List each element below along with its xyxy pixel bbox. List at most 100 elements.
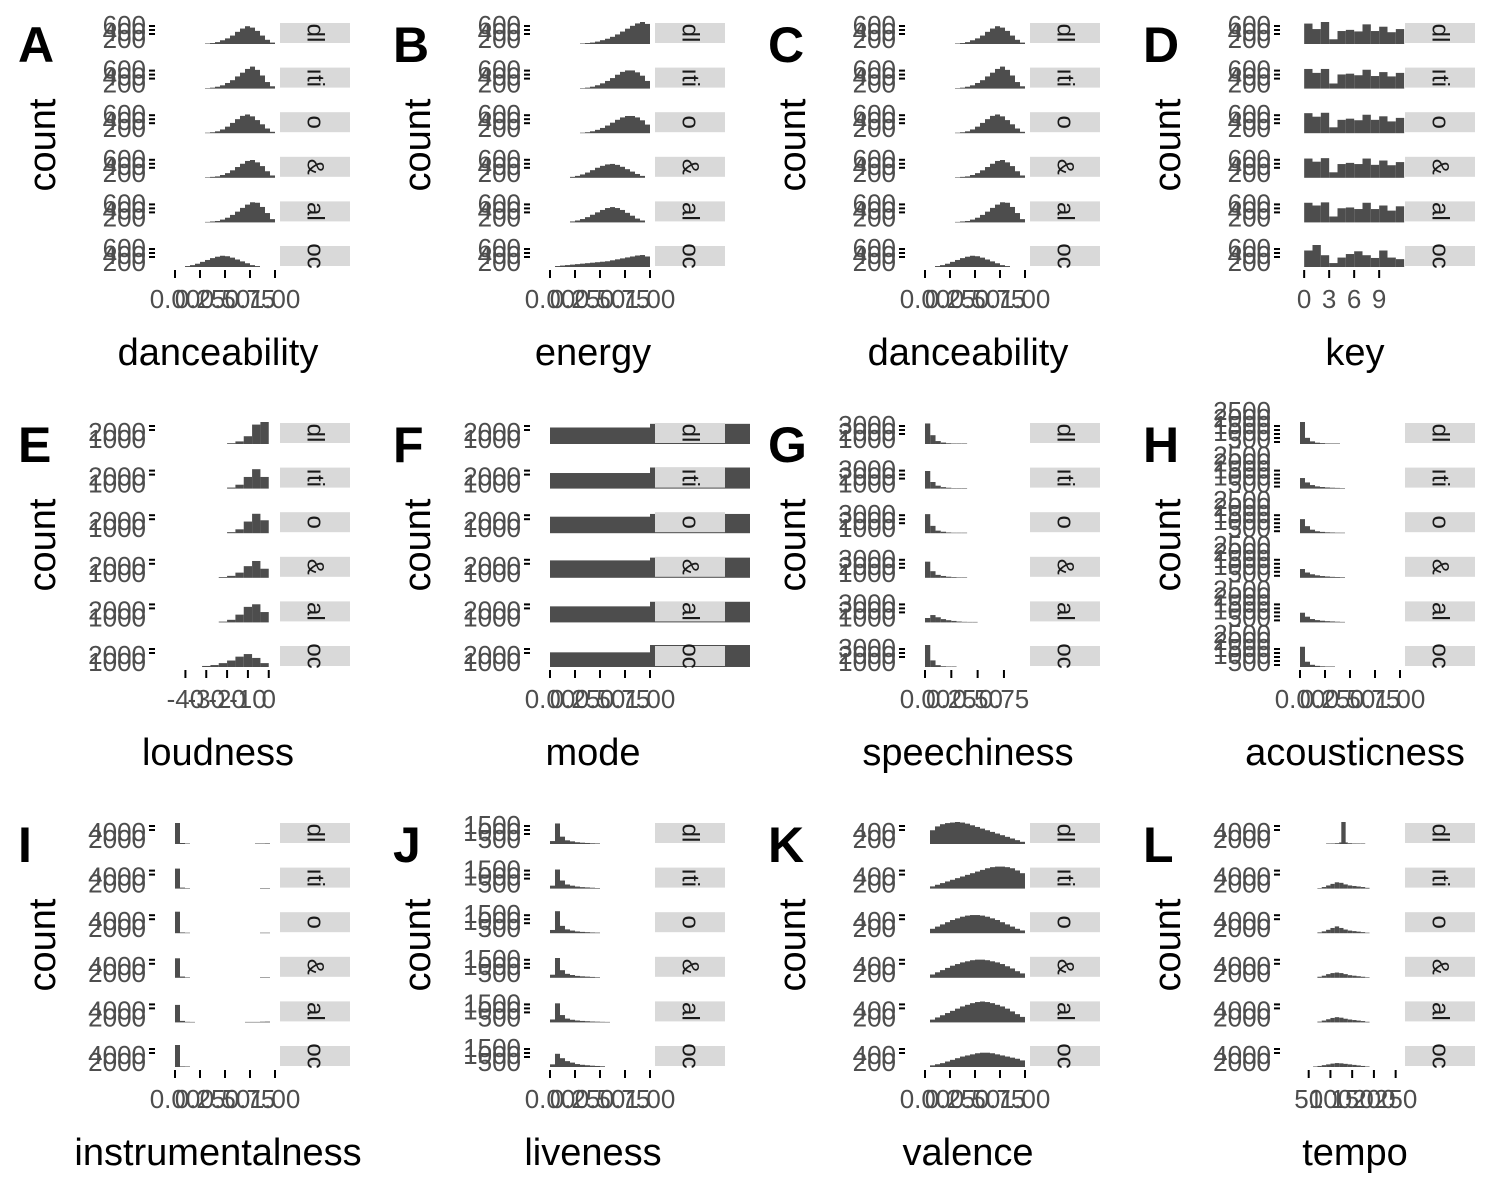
histogram-bar [252, 424, 261, 444]
y-tick-label: 1000 [1213, 595, 1271, 625]
histogram-bar [1320, 666, 1325, 667]
facet-strip [1405, 246, 1475, 266]
histogram-bar [595, 85, 600, 89]
histogram-bar [615, 34, 620, 44]
histogram-bar [580, 1064, 585, 1067]
panel-letter: I [18, 817, 32, 873]
histogram-bar [1020, 175, 1025, 178]
x-tick-label: 0.75 [979, 684, 1030, 714]
histogram-bar [260, 612, 269, 623]
histogram-bar [250, 1021, 255, 1023]
histogram-bar [255, 162, 260, 178]
histogram-bar [960, 1056, 965, 1067]
facet-strip [655, 23, 725, 43]
histogram-bar [950, 261, 955, 267]
histogram-bar [935, 972, 940, 978]
histogram-bar [620, 31, 625, 44]
histogram-bar [940, 1015, 945, 1023]
histogram-bar [1365, 932, 1370, 934]
histogram-bar [1347, 930, 1353, 934]
y-tick-label: 500 [478, 824, 521, 854]
histogram-bar [560, 925, 565, 934]
y-tick-label: 2000 [838, 506, 896, 536]
histogram-bar [600, 1066, 605, 1067]
histogram-bar [240, 115, 245, 134]
y-tick-label: 500 [478, 1047, 521, 1077]
y-axis-label: count [1147, 898, 1189, 991]
y-tick-label: 400 [103, 240, 146, 270]
histogram-bar [1330, 621, 1335, 623]
histogram-bar [1335, 443, 1340, 444]
histogram-bar [235, 656, 244, 667]
facet-strip-label: dl [1427, 24, 1454, 43]
histogram-bar [1000, 835, 1005, 844]
histogram-bar [1300, 478, 1305, 489]
histogram-bar [185, 977, 190, 978]
histogram-bar [930, 830, 935, 844]
histogram-bar [235, 614, 244, 623]
x-tick-label: 0 [1297, 284, 1311, 314]
histogram-bar [205, 259, 210, 267]
x-tick-label: 9 [1372, 284, 1386, 314]
histogram-bar [1352, 1064, 1357, 1067]
histogram-bar [565, 929, 570, 934]
facet-strip-label: al [677, 602, 704, 621]
facet-strip [1405, 512, 1475, 533]
histogram-bar [243, 521, 253, 534]
y-tick-label: 600 [478, 233, 521, 263]
histogram-bar [575, 175, 580, 178]
histogram-bar [600, 165, 605, 178]
histogram-bar [970, 873, 975, 889]
histogram-bar [185, 888, 190, 889]
histogram-bar [1000, 27, 1005, 44]
histogram-bar [1345, 29, 1355, 44]
histogram-bar [1300, 519, 1305, 534]
y-tick-label: 2000 [88, 551, 146, 581]
histogram-bar [605, 38, 610, 44]
facet-strip-label: & [1052, 959, 1079, 975]
histogram-bar [1325, 443, 1330, 444]
histogram-bar [995, 1004, 1000, 1023]
y-tick-label: 400 [853, 17, 896, 47]
y-tick-label: 2000 [463, 640, 521, 670]
x-axis-label: loudness [142, 732, 294, 774]
histogram-bar [985, 960, 990, 978]
histogram-bar [215, 256, 220, 267]
histogram-bar [240, 163, 245, 178]
facet-strip [1030, 912, 1100, 933]
y-tick-label: 600 [1228, 144, 1271, 174]
y-axis-label: count [1147, 98, 1189, 191]
facet-strip [280, 201, 350, 222]
histogram-bar [575, 886, 580, 889]
y-tick-label: 2000 [838, 417, 896, 447]
y-tick-label: 200 [853, 113, 896, 143]
histogram-bar [1343, 884, 1348, 889]
histogram-bar [1330, 883, 1335, 889]
y-tick-label: 2000 [1213, 626, 1271, 656]
histogram-bar [220, 219, 225, 223]
histogram-bar [595, 167, 600, 178]
histogram-bar [960, 176, 965, 178]
histogram-bar [1000, 160, 1005, 178]
histogram-bar [1347, 885, 1353, 889]
facet-strip [280, 646, 350, 666]
facet-strip [280, 156, 350, 177]
y-tick-label: 600 [478, 55, 521, 85]
y-tick-label: 2000 [88, 506, 146, 536]
histogram-bar [1005, 867, 1010, 889]
histogram-bar [1335, 532, 1340, 534]
facet-strip-label: & [677, 959, 704, 975]
histogram-bar [1329, 39, 1338, 44]
histogram-bar [970, 915, 975, 934]
y-tick-label: 2000 [1213, 403, 1271, 433]
histogram-bar [630, 171, 635, 178]
histogram-bar [1320, 158, 1330, 178]
y-tick-label: 600 [103, 10, 146, 40]
histogram-bar [590, 42, 595, 44]
y-tick-label: 400 [853, 195, 896, 225]
